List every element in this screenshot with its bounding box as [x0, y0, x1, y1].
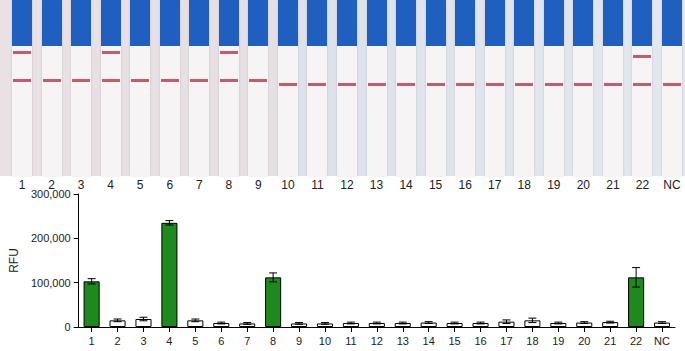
svg-text:1: 1 — [89, 335, 95, 347]
svg-text:21: 21 — [604, 335, 616, 347]
svg-text:18: 18 — [526, 335, 538, 347]
html-text:3: 3 — [77, 178, 85, 192]
svg-text:200,000: 200,000 — [31, 232, 71, 244]
svg-text:0: 0 — [65, 321, 71, 333]
svg-text:14: 14 — [423, 335, 435, 347]
html-text:11: 11 — [311, 178, 324, 192]
html-text:2: 2 — [48, 178, 55, 192]
html-text:17: 17 — [488, 178, 502, 192]
svg-text:300,000: 300,000 — [31, 188, 71, 200]
svg-text:20: 20 — [578, 335, 590, 347]
svg-text:13: 13 — [397, 335, 409, 347]
html-text:14: 14 — [399, 178, 413, 192]
html-text:22: 22 — [635, 178, 650, 192]
html-text:5: 5 — [136, 178, 144, 192]
svg-text:6: 6 — [218, 335, 224, 347]
svg-text:22: 22 — [630, 335, 642, 347]
svg-text:5: 5 — [192, 335, 198, 347]
html-text:15: 15 — [428, 178, 443, 192]
svg-text:2: 2 — [114, 335, 120, 347]
html-text:20: 20 — [576, 178, 590, 192]
svg-text:4: 4 — [166, 335, 172, 347]
svg-text:RFU: RFU — [7, 248, 21, 273]
html-text:6: 6 — [166, 178, 174, 192]
svg-text:12: 12 — [371, 335, 383, 347]
svg-text:7: 7 — [244, 335, 250, 347]
html-text:19: 19 — [547, 178, 561, 192]
html-text:18: 18 — [517, 178, 531, 192]
html-text:10: 10 — [281, 178, 295, 192]
html-text:9: 9 — [255, 178, 262, 192]
html-text:7: 7 — [195, 178, 203, 192]
html-text:16: 16 — [458, 178, 472, 192]
svg-text:10: 10 — [319, 335, 331, 347]
html-text:1: 1 — [18, 178, 26, 192]
svg-text:NC: NC — [654, 335, 670, 347]
html-text:4: 4 — [107, 178, 114, 192]
html-text:8: 8 — [225, 178, 233, 192]
svg-text:3: 3 — [140, 335, 146, 347]
svg-text:15: 15 — [448, 335, 460, 347]
html-text:13: 13 — [369, 178, 384, 192]
svg-text:9: 9 — [296, 335, 302, 347]
html-text:NC: NC — [663, 178, 681, 192]
svg-text:11: 11 — [345, 335, 356, 347]
svg-text:19: 19 — [552, 335, 564, 347]
svg-text:8: 8 — [270, 335, 276, 347]
html-text:12: 12 — [340, 178, 354, 192]
html-text:21: 21 — [606, 178, 620, 192]
svg-text:17: 17 — [500, 335, 512, 347]
svg-text:16: 16 — [474, 335, 486, 347]
svg-text:100,000: 100,000 — [31, 277, 71, 289]
